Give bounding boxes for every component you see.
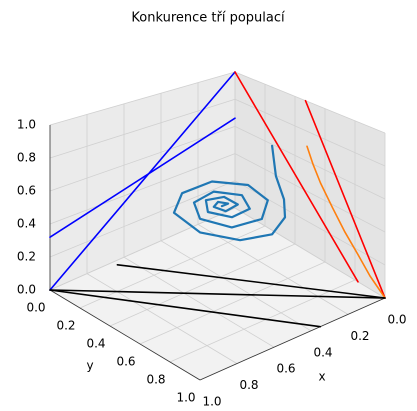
grid-line (49, 207, 236, 291)
right-pane (235, 72, 385, 298)
y-tick-label: 0.6 (116, 355, 135, 369)
line (172, 144, 287, 242)
z-tick-label: 0.4 (17, 217, 36, 231)
grid-line (160, 240, 312, 332)
z-tick-label: 0.6 (17, 184, 36, 198)
line (304, 99, 386, 299)
grid-line (234, 98, 386, 167)
y-tick-label: 0.0 (26, 301, 45, 315)
x-tick-label: 0.2 (350, 329, 369, 343)
x-tick-label: 1.0 (202, 395, 221, 409)
x-tick-label: 0.8 (239, 378, 258, 392)
x-tick-label: 0.4 (313, 345, 332, 359)
grid-line (109, 243, 296, 327)
z-tick-label: 0.8 (17, 151, 36, 165)
grid-line (86, 273, 238, 364)
line (49, 289, 322, 328)
x-axis-label: x (318, 370, 325, 384)
grid-line (49, 180, 236, 258)
axis-line (199, 297, 386, 381)
grid-line (169, 279, 356, 363)
line (49, 117, 236, 238)
line (234, 71, 359, 283)
line (49, 289, 386, 299)
grid-line (234, 126, 386, 200)
grid-line (234, 71, 386, 134)
grid-line (234, 153, 386, 233)
grid-line (234, 207, 386, 299)
y-tick-label: 0.4 (86, 337, 105, 351)
grid-line (49, 71, 236, 126)
y-tick-label: 1.0 (176, 391, 195, 405)
line (306, 145, 386, 299)
grid-line (197, 224, 349, 315)
line (116, 263, 386, 299)
x-tick-label: 0.6 (276, 362, 295, 376)
axis-line (49, 289, 201, 381)
z-tick-label: 1.0 (17, 118, 36, 132)
chart-title: Konkurence tří populací (131, 11, 285, 26)
grid-line (139, 261, 326, 345)
line (49, 71, 236, 291)
grid-line (123, 256, 275, 348)
y-tick-label: 0.2 (56, 319, 75, 333)
z-tick-label: 0.0 (17, 283, 36, 297)
z-tick-label: 0.2 (17, 250, 36, 264)
grid-line (49, 153, 236, 225)
y-tick-label: 0.8 (146, 373, 165, 387)
y-axis-label: y (86, 359, 93, 373)
x-tick-label: 0.0 (387, 313, 406, 327)
